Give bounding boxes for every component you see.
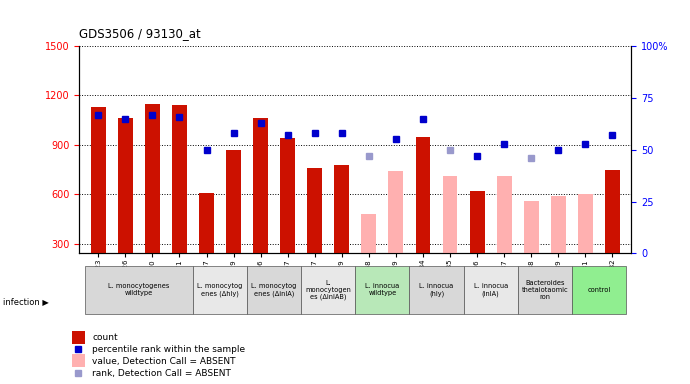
Text: GDS3506 / 93130_at: GDS3506 / 93130_at: [79, 27, 201, 40]
Bar: [605, 169, 620, 253]
Bar: [199, 192, 214, 253]
Text: control: control: [587, 287, 611, 293]
Bar: [497, 176, 511, 253]
Bar: [307, 168, 322, 253]
Text: infection ▶: infection ▶: [3, 297, 49, 306]
Bar: [226, 150, 241, 253]
Bar: [72, 331, 85, 344]
Text: L.
monocytogen
es (ΔinlAB): L. monocytogen es (ΔinlAB): [306, 280, 351, 300]
Bar: [335, 165, 349, 253]
Text: L. monocytog
enes (ΔinlA): L. monocytog enes (ΔinlA): [251, 283, 297, 297]
Bar: [302, 266, 355, 314]
Text: L. innocua
(hly): L. innocua (hly): [420, 283, 453, 297]
Bar: [470, 191, 484, 253]
Bar: [280, 138, 295, 253]
Bar: [524, 201, 539, 253]
Text: count: count: [92, 333, 118, 342]
Text: L. monocytog
enes (Δhly): L. monocytog enes (Δhly): [197, 283, 243, 297]
Bar: [247, 266, 302, 314]
Bar: [193, 266, 247, 314]
Bar: [72, 354, 85, 367]
Text: L. innocua
wildtype: L. innocua wildtype: [365, 283, 400, 296]
Bar: [355, 266, 409, 314]
Bar: [388, 171, 404, 253]
Bar: [253, 119, 268, 253]
Bar: [415, 137, 431, 253]
Text: value, Detection Call = ABSENT: value, Detection Call = ABSENT: [92, 357, 236, 366]
Bar: [551, 196, 566, 253]
Bar: [442, 176, 457, 253]
Text: percentile rank within the sample: percentile rank within the sample: [92, 345, 246, 354]
Bar: [85, 266, 193, 314]
Bar: [91, 107, 106, 253]
Bar: [464, 266, 518, 314]
Bar: [118, 119, 132, 253]
Bar: [362, 214, 376, 253]
Text: rank, Detection Call = ABSENT: rank, Detection Call = ABSENT: [92, 369, 231, 378]
Bar: [518, 266, 572, 314]
Bar: [172, 105, 187, 253]
Bar: [572, 266, 626, 314]
Bar: [578, 194, 593, 253]
Bar: [145, 104, 160, 253]
Bar: [409, 266, 464, 314]
Text: Bacteroides
thetaiotaomic
ron: Bacteroides thetaiotaomic ron: [522, 280, 568, 300]
Text: L. monocytogenes
wildtype: L. monocytogenes wildtype: [108, 283, 170, 296]
Text: L. innocua
(inlA): L. innocua (inlA): [473, 283, 508, 297]
